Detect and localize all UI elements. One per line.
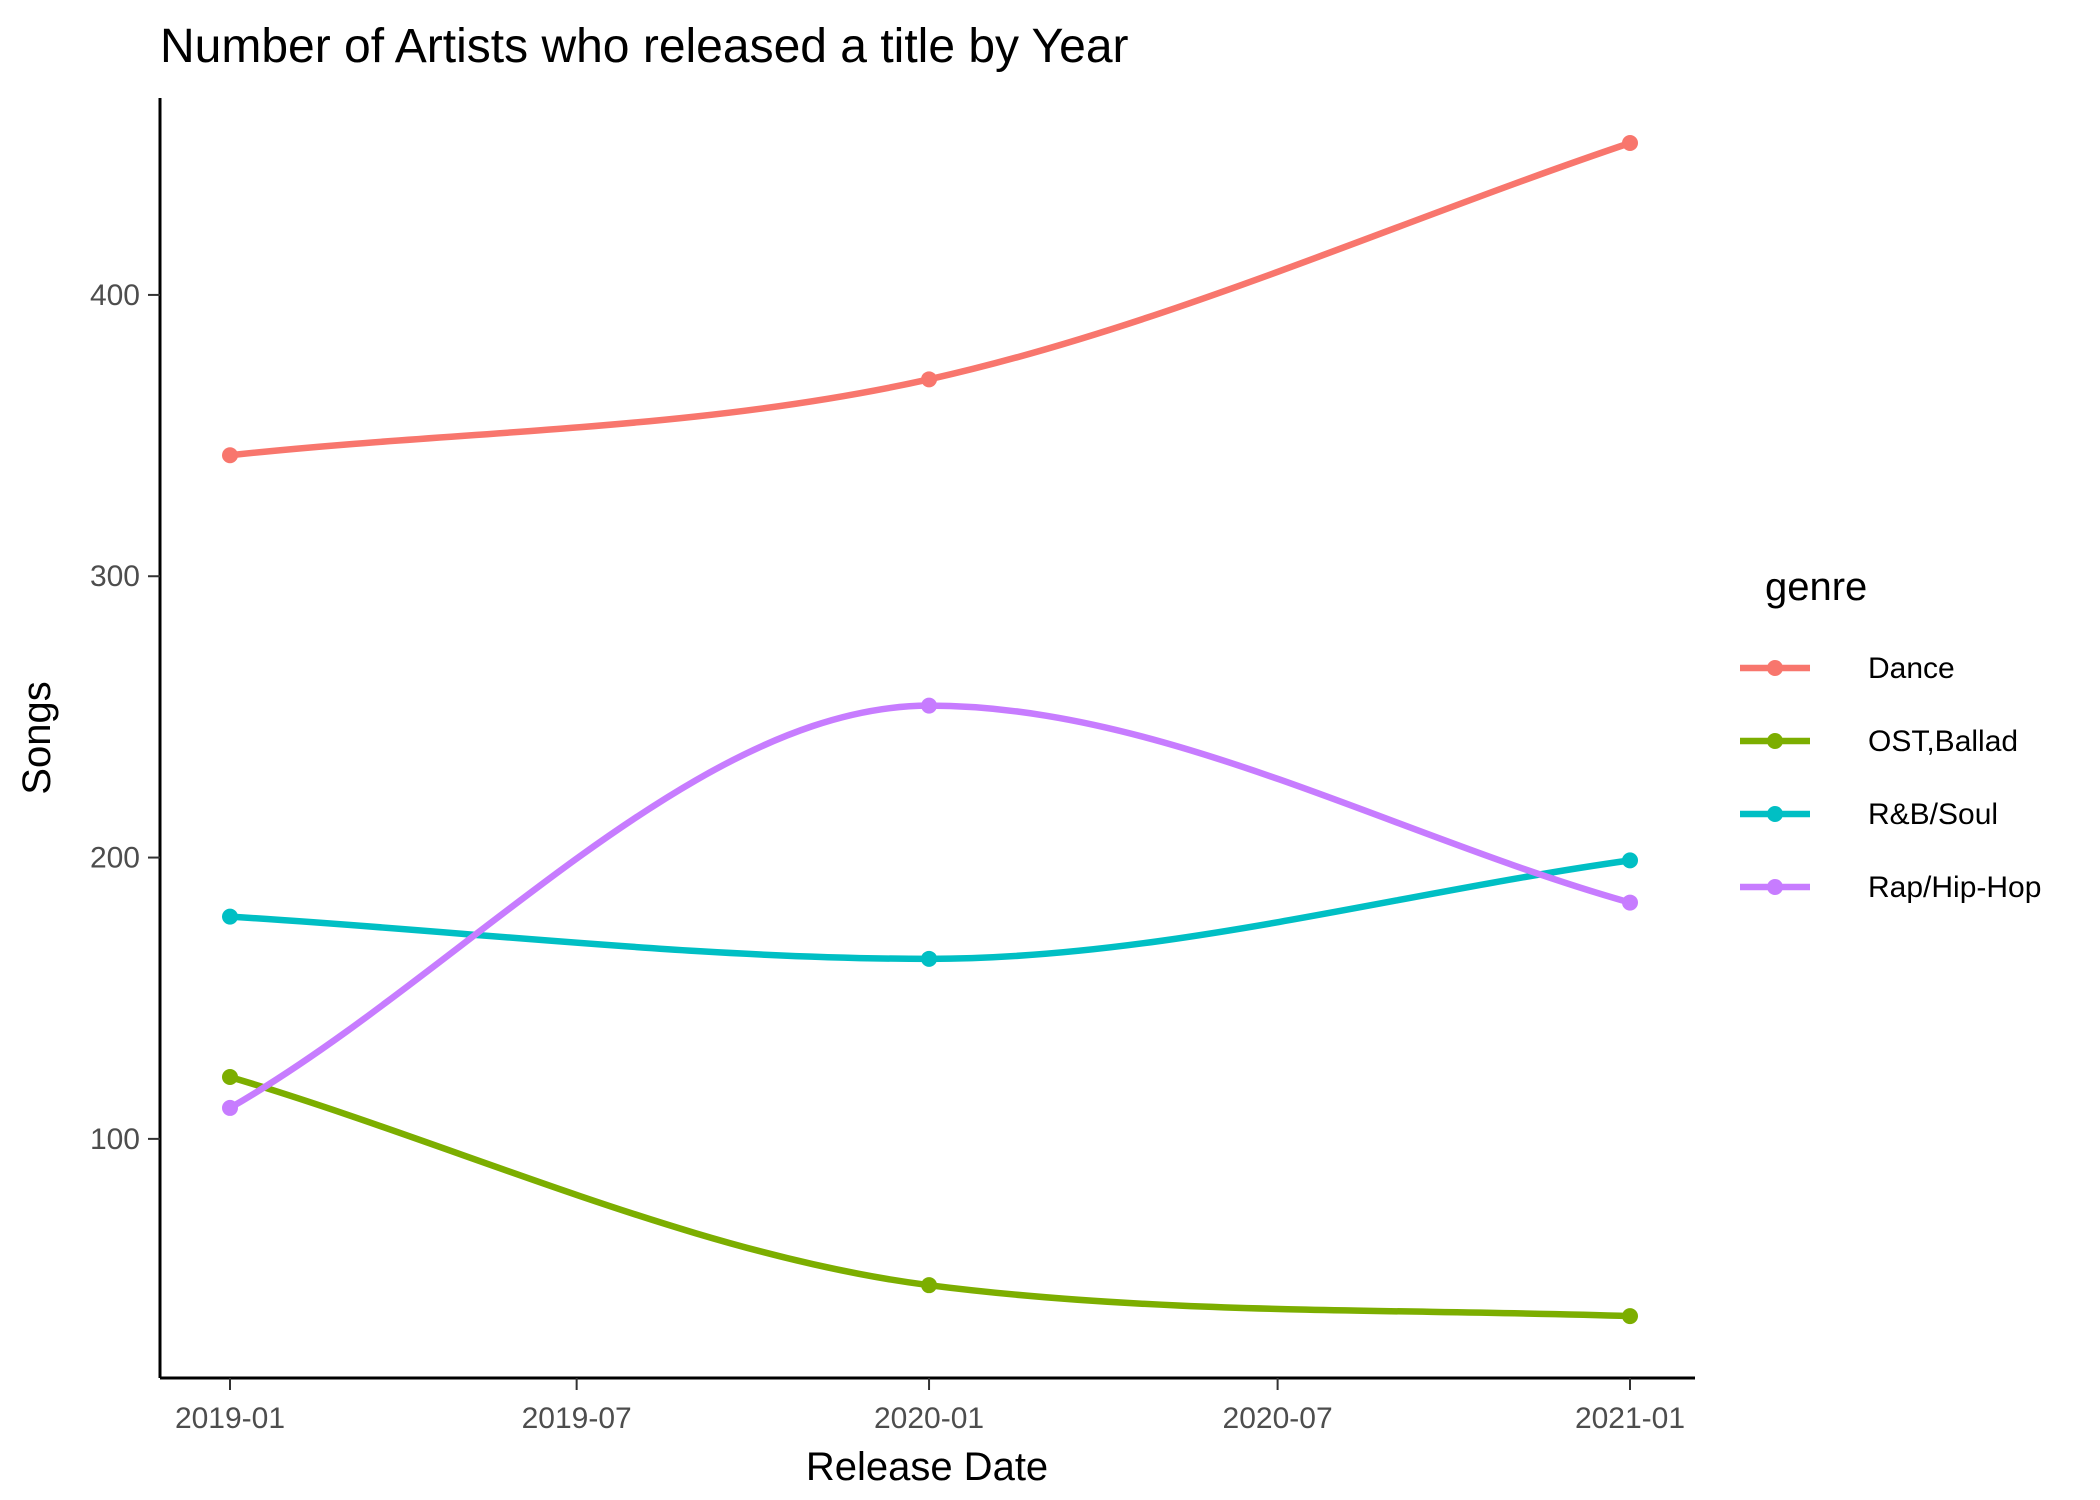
x-tick-label: 2019-01	[175, 1402, 285, 1435]
data-point-r-b-soul	[222, 908, 238, 925]
data-point-ost-ballad	[1622, 1308, 1638, 1325]
plot-area: 2019-01 2019-07 2020-01 2020-07 2021-01 100 2…	[90, 98, 1695, 1435]
x-tick-label: 2020-07	[1223, 1402, 1333, 1435]
data-point-ost-ballad	[222, 1068, 238, 1085]
legend-key-point	[1767, 660, 1783, 676]
y-tick-label: 400	[90, 279, 140, 312]
legend-item-rap-hip-hop: Rap/Hip-Hop	[1740, 871, 2041, 904]
data-point-dance	[921, 371, 938, 388]
legend-item-r-b-soul: R&B/Soul	[1740, 798, 1998, 831]
data-point-r-b-soul	[921, 950, 938, 967]
legend-label: Rap/Hip-Hop	[1868, 871, 2041, 904]
y-tick-label: 200	[90, 842, 140, 875]
legend-item-dance: Dance	[1740, 652, 1955, 685]
legend-item-ost-ballad: OST,Ballad	[1740, 725, 2018, 758]
series-line-rap-hip-hop	[226, 702, 1634, 1112]
y-tick-label: 100	[90, 1123, 140, 1156]
x-tick-label: 2020-01	[874, 1402, 984, 1435]
series-r-b-soul	[222, 852, 1638, 967]
series-line-r-b-soul	[226, 857, 1634, 963]
legend-items: Dance OST,Ballad R&B/Soul Rap/Hip-Hop	[1740, 652, 2041, 904]
series-dance	[222, 135, 1638, 464]
chart-title: Number of Artists who released a title b…	[160, 20, 1129, 73]
series-layer	[222, 135, 1638, 1325]
x-axis-title: Release Date	[806, 1445, 1048, 1489]
legend-key-point	[1767, 879, 1783, 895]
series-line-dance	[226, 139, 1634, 459]
y-axis-title: Songs	[15, 681, 59, 794]
data-point-ost-ballad	[921, 1277, 938, 1294]
data-point-dance	[1622, 135, 1638, 152]
data-point-rap-hip-hop	[921, 697, 938, 714]
series-rap-hip-hop	[222, 697, 1638, 1116]
data-point-dance	[222, 447, 238, 464]
x-axis-ticks: 2019-01 2019-07 2020-01 2020-07 2021-01	[175, 1378, 1685, 1435]
legend-title: genre	[1765, 565, 1867, 609]
data-point-rap-hip-hop	[1622, 894, 1638, 911]
series-ost-ballad	[222, 1068, 1638, 1325]
y-axis-ticks: 100 200 300 400	[90, 279, 160, 1156]
legend-label: R&B/Soul	[1868, 798, 1998, 831]
data-point-r-b-soul	[1622, 852, 1638, 869]
legend-label: OST,Ballad	[1868, 725, 2018, 758]
x-tick-label: 2019-07	[522, 1402, 632, 1435]
legend: genre Dance OST,Ballad R&B/Soul Rap/Hip-Hop	[1740, 565, 2041, 904]
legend-key-point	[1767, 733, 1783, 749]
legend-label: Dance	[1868, 652, 1955, 685]
legend-key-point	[1767, 806, 1783, 822]
x-tick-label: 2021-01	[1575, 1402, 1685, 1435]
data-point-rap-hip-hop	[222, 1099, 238, 1116]
y-tick-label: 300	[90, 560, 140, 593]
